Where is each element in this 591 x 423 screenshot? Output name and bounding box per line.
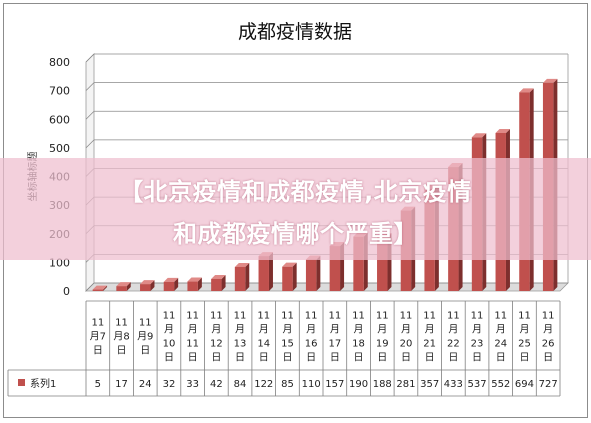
data-value-label: 188: [373, 379, 392, 390]
bar-top: [495, 128, 510, 133]
bar-top: [140, 280, 155, 285]
category-label: 11 月 10 日: [163, 311, 176, 364]
bar-side: [245, 262, 250, 291]
bar-side: [268, 252, 273, 291]
y-tick-label: 800: [49, 56, 70, 69]
y-tick-label: 0: [63, 285, 70, 298]
data-value-label: 433: [444, 379, 463, 390]
data-value-label: 727: [539, 379, 558, 390]
category-label: 11 月 23 日: [471, 311, 484, 364]
bar-top: [519, 88, 534, 93]
category-label: 11 月 14 日: [257, 311, 270, 364]
bar-top: [187, 277, 202, 282]
category-label: 11 月 15 日: [281, 311, 294, 364]
data-value-label: 552: [491, 379, 510, 390]
bar-top: [116, 282, 131, 287]
overlay-line-1: 【北京疫情和成都疫情,北京疫情: [119, 178, 472, 206]
category-label: 11 月8 日: [113, 318, 129, 357]
category-label: 11 月7 日: [90, 318, 106, 357]
data-value-label: 84: [234, 379, 247, 390]
bar: [282, 266, 293, 291]
bar-side: [150, 280, 155, 291]
data-value-label: 157: [325, 379, 344, 390]
data-value-label: 537: [468, 379, 487, 390]
category-label: 11 月 13 日: [234, 311, 247, 364]
bar: [329, 246, 341, 291]
category-label: 11 月 20 日: [400, 311, 413, 364]
category-label: 11 月 11 日: [186, 311, 199, 364]
data-value-label: 190: [349, 379, 368, 390]
y-tick-label: 700: [49, 85, 70, 98]
category-label: 11 月 25 日: [518, 311, 531, 364]
data-value-label: 85: [281, 379, 294, 390]
data-value-label: 357: [420, 379, 439, 390]
data-value-label: 122: [254, 379, 273, 390]
bar-top: [282, 262, 297, 267]
bar: [187, 281, 198, 291]
category-label: 11 月 24 日: [494, 311, 507, 364]
data-value-label: 33: [186, 379, 199, 390]
category-label: 11 月 26 日: [542, 311, 555, 364]
bar-side: [316, 255, 321, 291]
legend-series-name: 系列1: [30, 377, 56, 390]
data-value-label: 694: [515, 379, 534, 390]
bar: [116, 286, 127, 291]
chart-title: 成都疫情数据: [238, 21, 352, 43]
data-value-label: 281: [396, 379, 415, 390]
data-value-label: 24: [139, 379, 152, 390]
bar-side: [103, 285, 108, 291]
bar-top: [234, 262, 250, 267]
bar: [258, 256, 269, 291]
y-tick-label: 500: [49, 142, 70, 155]
bar: [140, 284, 151, 291]
bar-side: [126, 282, 131, 291]
gridline-diagonal: [85, 282, 95, 292]
bar: [211, 278, 222, 291]
category-label: 11 月 19 日: [376, 311, 389, 364]
overlay-line-2: 和成都疫情哪个严重】: [173, 220, 418, 248]
legend-swatch: [18, 379, 25, 386]
data-value-label: 5: [95, 379, 101, 390]
bar-top: [211, 274, 226, 279]
gridline-diagonal: [85, 82, 95, 91]
bar-side: [197, 277, 202, 291]
bar-top: [92, 285, 108, 290]
category-label: 11 月 22 日: [447, 311, 460, 364]
bar-top: [542, 78, 558, 83]
bar: [305, 259, 317, 291]
bar: [353, 236, 364, 291]
bar: [92, 289, 104, 291]
category-label: 11 月9 日: [137, 318, 153, 357]
category-label: 11 月 16 日: [305, 311, 318, 364]
bar-side: [174, 277, 179, 291]
category-label: 11 月 18 日: [352, 311, 365, 364]
bar-side: [292, 262, 297, 291]
category-label: 11 月 12 日: [210, 311, 223, 364]
gridline-diagonal: [85, 139, 95, 149]
data-value-label: 32: [163, 379, 176, 390]
bar: [163, 281, 175, 291]
data-value-label: 110: [302, 379, 321, 390]
data-value-label: 17: [115, 379, 128, 390]
gridline-diagonal: [85, 110, 95, 120]
category-label: 11 月 21 日: [423, 311, 436, 364]
title-overlay-banner: 【北京疫情和成都疫情,北京疫情 和成都疫情哪个严重】: [0, 158, 591, 260]
bar-top: [163, 277, 179, 282]
bar-top: [471, 133, 487, 138]
category-label: 11 月 17 日: [328, 311, 341, 364]
bar: [377, 237, 388, 291]
bar: [234, 266, 246, 291]
data-value-label: 42: [210, 379, 223, 390]
gridline-diagonal: [85, 53, 95, 63]
y-tick-label: 600: [49, 113, 70, 126]
bar-side: [221, 274, 226, 291]
